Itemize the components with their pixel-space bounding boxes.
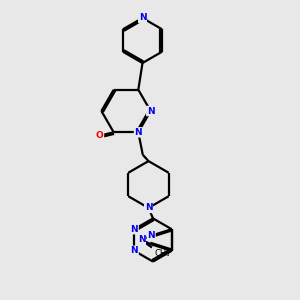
Text: N: N — [145, 203, 152, 212]
Text: O: O — [96, 131, 104, 140]
Text: N: N — [138, 236, 145, 244]
Text: N: N — [147, 106, 154, 116]
Text: N: N — [130, 246, 138, 255]
Text: N: N — [130, 225, 138, 234]
Text: N: N — [134, 128, 142, 137]
Text: N: N — [139, 14, 146, 22]
Text: CH₃: CH₃ — [154, 249, 170, 258]
Text: N: N — [147, 231, 155, 240]
